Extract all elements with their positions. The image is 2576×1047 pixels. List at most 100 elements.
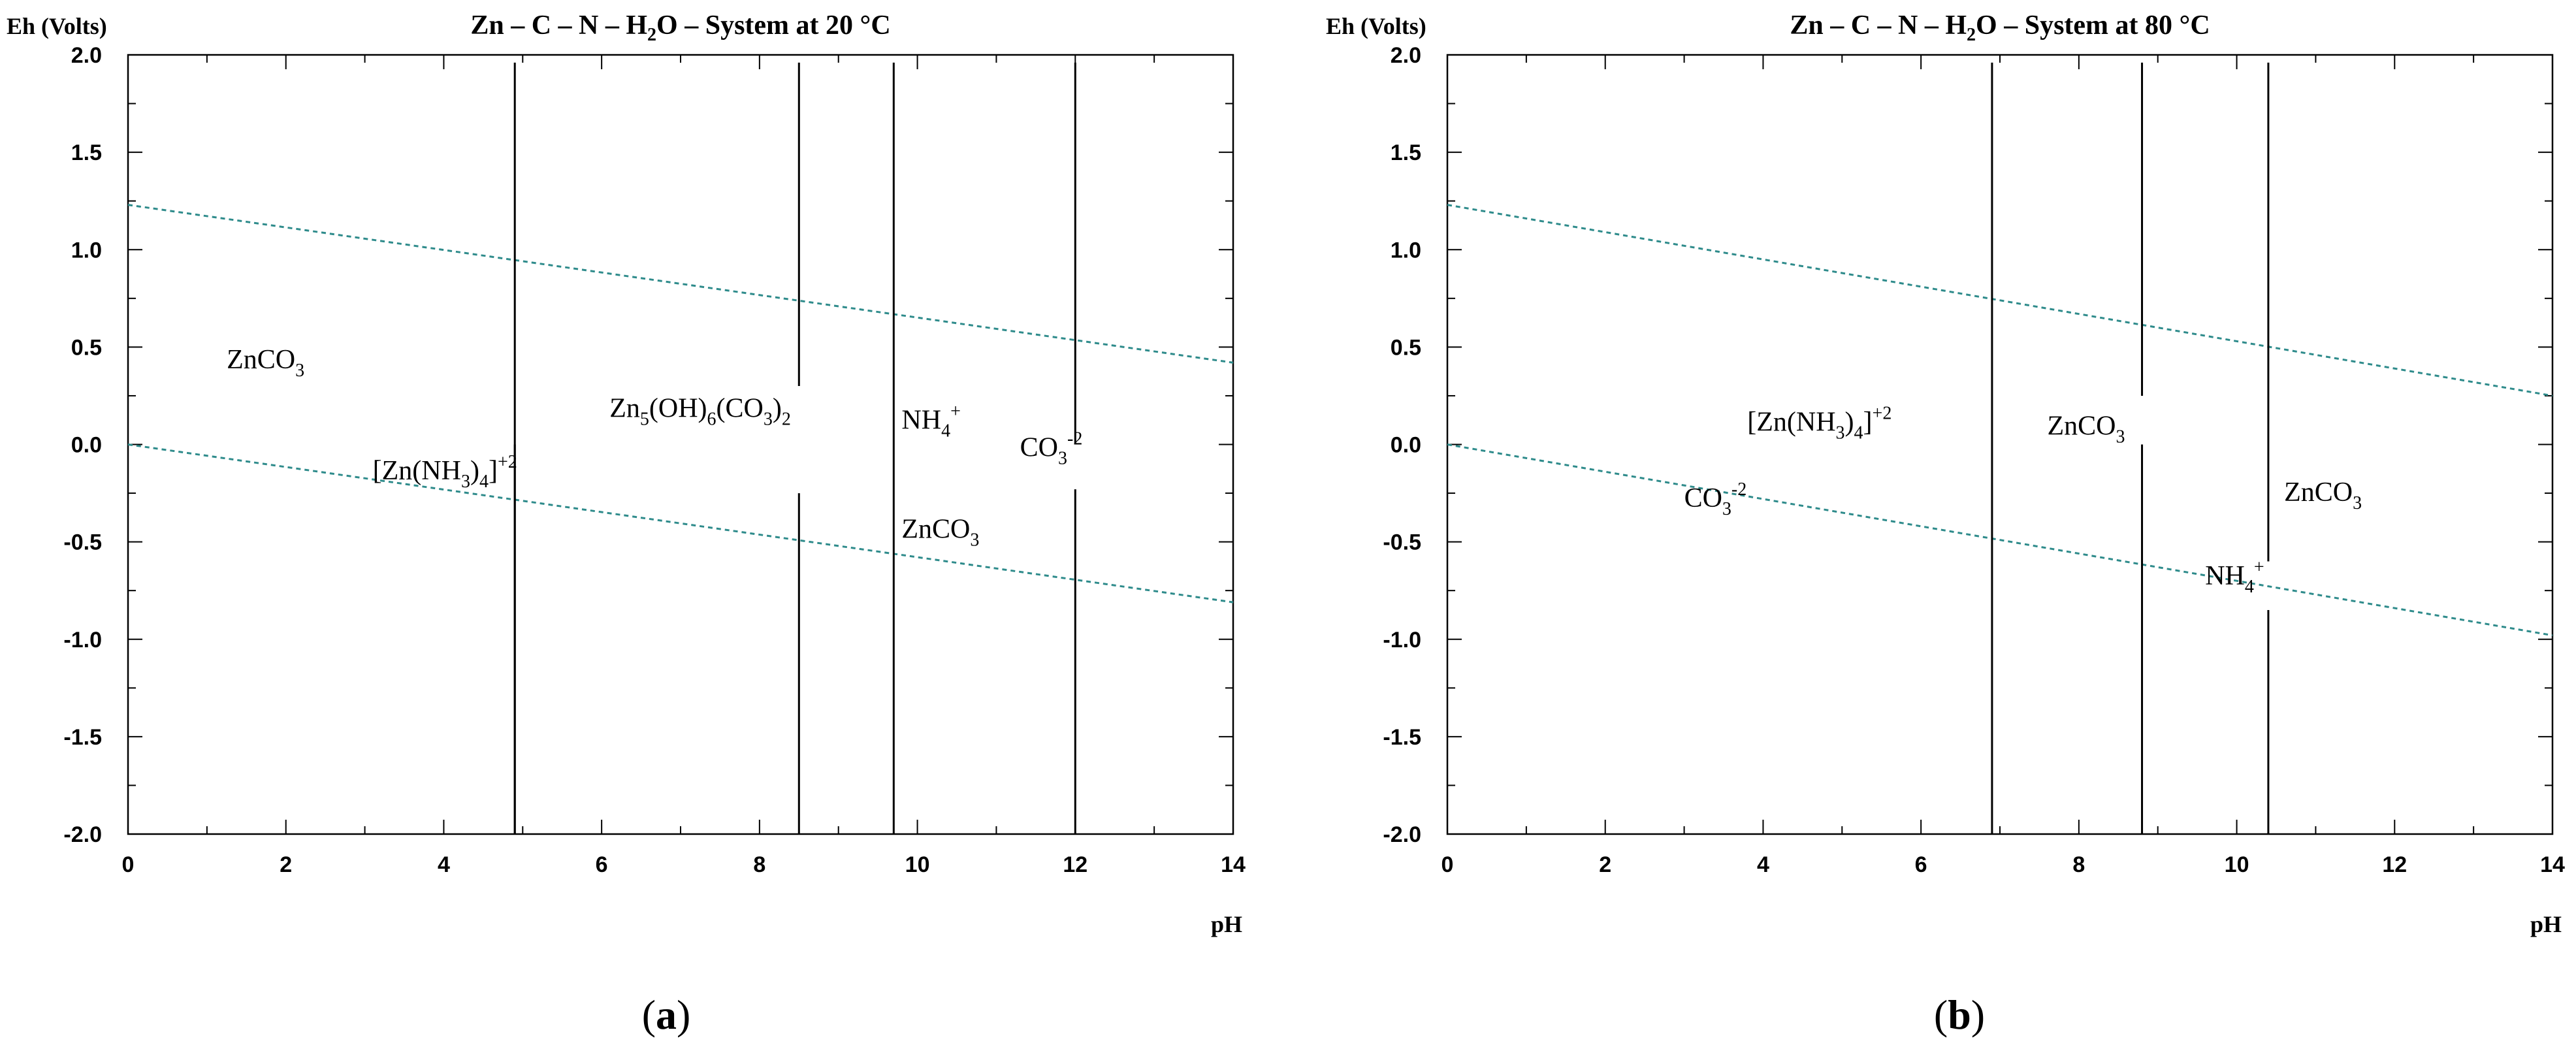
x-tick-label: 0 xyxy=(1441,852,1454,877)
species-label-part: 3 xyxy=(1836,423,1845,443)
x-tick-label: 2 xyxy=(1599,852,1611,877)
species-label-part: 5 xyxy=(640,410,649,430)
species-label-part: ZnCO xyxy=(901,515,970,545)
species-label-part: 3 xyxy=(295,361,304,381)
species-label-part: ) xyxy=(773,394,782,424)
chart-title: Zn – C – N – H2O – System at 20 °C xyxy=(470,10,890,45)
y-tick-label: 1.5 xyxy=(71,140,102,165)
species-label-part: -2 xyxy=(1731,479,1747,500)
chart-title: Zn – C – N – H2O – System at 80 °C xyxy=(1790,10,2210,45)
x-tick-label: 12 xyxy=(2382,852,2407,877)
species-label-part: ) xyxy=(1845,408,1854,438)
species-label-part: [Zn(NH xyxy=(373,456,461,486)
species-label-part: 4 xyxy=(2245,577,2254,597)
species-label: CO3-2 xyxy=(1684,479,1747,519)
water-stability-line xyxy=(1447,443,2553,637)
species-label-part: ZnCO xyxy=(227,345,295,375)
species-label-part: 2 xyxy=(782,410,791,430)
y-tick-label: 0.0 xyxy=(1391,433,1421,458)
x-axis-label: pH xyxy=(1211,911,1242,937)
species-label: NH4+ xyxy=(901,402,960,442)
chart-title-part: O – System at 20 °C xyxy=(656,10,891,40)
y-tick-label: -0.5 xyxy=(63,530,102,555)
chart-title-subscript: 2 xyxy=(1967,25,1976,45)
species-label-part: (CO xyxy=(716,394,764,424)
y-tick-label: -0.5 xyxy=(1383,530,1421,555)
x-tick-label: 6 xyxy=(596,852,608,877)
water-stability-line xyxy=(127,204,1234,364)
x-tick-label: 4 xyxy=(1757,852,1769,877)
chart-title-subscript: 2 xyxy=(647,25,656,45)
species-label: ZnCO3 xyxy=(227,345,304,381)
x-axis-label: pH xyxy=(2530,911,2562,937)
water-stability-line xyxy=(1447,204,2553,397)
species-label-part: Zn xyxy=(609,394,640,424)
species-label: ZnCO3 xyxy=(901,515,979,551)
y-tick-label: 2.0 xyxy=(1391,43,1421,68)
species-label-part: 3 xyxy=(2353,493,2362,513)
species-label-part: ZnCO xyxy=(2284,477,2353,507)
y-tick-label: -1.5 xyxy=(63,725,102,750)
y-tick-label: 0.5 xyxy=(71,335,102,360)
species-label-part: CO xyxy=(1020,432,1058,462)
chart-title-part: O – System at 80 °C xyxy=(1976,10,2210,40)
species-label-part: 3 xyxy=(461,472,470,492)
panel-tag-paren: ) xyxy=(677,991,690,1038)
y-tick-label: 1.5 xyxy=(1391,140,1421,165)
y-tick-label: 0.0 xyxy=(71,433,102,458)
y-tick-label: -1.0 xyxy=(1383,628,1421,652)
species-label-part: 4 xyxy=(1854,423,1863,443)
y-axis-label: Eh (Volts) xyxy=(1326,13,1426,39)
panel-tag-paren: ( xyxy=(1934,991,1948,1038)
chart-title-part: Zn – C – N – H xyxy=(1790,10,1967,40)
species-label-part: 3 xyxy=(764,410,773,430)
species-label-part: 6 xyxy=(707,410,716,430)
species-label-part: 3 xyxy=(1058,448,1067,468)
species-label-part: (OH) xyxy=(649,394,707,424)
panel-tag-letter: a xyxy=(656,991,677,1038)
species-label-part: ) xyxy=(470,456,479,486)
species-label-part: ] xyxy=(1863,408,1873,438)
x-tick-label: 10 xyxy=(905,852,930,877)
y-tick-label: 1.0 xyxy=(71,238,102,263)
panel-tag-letter: b xyxy=(1948,991,1971,1038)
panel-tag-paren: ) xyxy=(1971,991,1985,1038)
water-stability-line xyxy=(127,443,1234,604)
species-label-part: 4 xyxy=(479,472,489,492)
species-label-part: [Zn(NH xyxy=(1747,408,1835,438)
panel-tag: (b) xyxy=(1934,991,1985,1038)
x-tick-label: 14 xyxy=(2540,852,2565,877)
y-axis-label: Eh (Volts) xyxy=(7,13,107,39)
species-label-part: 3 xyxy=(1722,499,1731,519)
species-label-part: 4 xyxy=(941,421,950,442)
species-label-part: NH xyxy=(901,406,941,436)
x-tick-label: 6 xyxy=(1915,852,1927,877)
y-tick-label: 0.5 xyxy=(1391,335,1421,360)
chart-panel-1: Zn – C – N – H2O – System at 20 °C Eh (Vo… xyxy=(7,10,1246,1038)
species-label: NH4+ xyxy=(2205,557,2264,597)
species-label-part: + xyxy=(950,402,961,422)
species-label: [Zn(NH3)4]+2 xyxy=(1747,404,1892,443)
species-label-part: ZnCO xyxy=(2048,411,2116,442)
y-tick-label: -2.0 xyxy=(63,822,102,847)
x-tick-label: 12 xyxy=(1063,852,1087,877)
x-tick-label: 14 xyxy=(1221,852,1246,877)
species-label: ZnCO3 xyxy=(2284,477,2362,513)
species-label: ZnCO3 xyxy=(2048,411,2125,447)
species-label-part: +2 xyxy=(498,452,517,472)
x-tick-label: 4 xyxy=(438,852,450,877)
species-label-part: + xyxy=(2254,557,2264,577)
species-label-part: 3 xyxy=(2116,427,2125,447)
y-tick-label: -1.0 xyxy=(63,628,102,652)
x-tick-label: 10 xyxy=(2225,852,2249,877)
species-label-part: +2 xyxy=(1873,404,1892,424)
y-tick-label: -1.5 xyxy=(1383,725,1421,750)
species-label: [Zn(NH3)4]+2 xyxy=(373,452,517,492)
species-label-part: ] xyxy=(489,456,498,486)
species-label-part: CO xyxy=(1684,483,1722,513)
y-tick-label: 2.0 xyxy=(71,43,102,68)
y-tick-label: 1.0 xyxy=(1391,238,1421,263)
panel-tag: (a) xyxy=(642,991,691,1038)
species-label-part: -2 xyxy=(1067,428,1082,449)
